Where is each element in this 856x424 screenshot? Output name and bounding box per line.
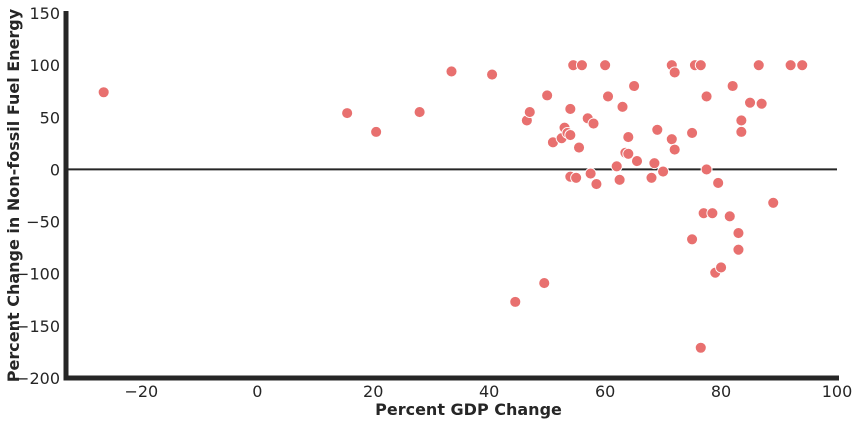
x-tick-label: −20 [124, 382, 158, 401]
x-tick-labels: −20 0 20 40 60 80 100 [124, 382, 852, 401]
y-tick-label: −50 [26, 213, 60, 232]
data-point [341, 107, 354, 120]
data-point [686, 233, 699, 246]
y-tick-label: −200 [16, 369, 60, 388]
data-point [645, 171, 658, 184]
data-point [570, 171, 583, 184]
data-point [590, 178, 603, 190]
data-point [370, 125, 383, 138]
data-point [767, 196, 780, 209]
data-point [610, 160, 623, 173]
data-point [573, 141, 585, 154]
data-point [575, 59, 588, 72]
data-point [622, 131, 635, 144]
data-point [700, 90, 713, 103]
data-point [445, 65, 458, 78]
data-point [602, 90, 614, 103]
y-tick-label: 50 [40, 108, 60, 127]
data-point [796, 59, 809, 72]
data-point [509, 295, 522, 308]
data-point [631, 155, 643, 168]
data-point [668, 66, 681, 79]
x-tick-label: 80 [711, 382, 731, 401]
data-point [726, 80, 739, 92]
data-point [599, 59, 612, 72]
data-point [413, 106, 426, 119]
data-point [755, 97, 768, 110]
data-point [523, 106, 536, 119]
data-point [564, 129, 577, 141]
y-tick-label: 150 [29, 4, 60, 23]
data-point [735, 114, 748, 127]
data-point [584, 167, 597, 180]
y-tick-label: −150 [16, 317, 60, 336]
data-point [657, 165, 670, 178]
x-tick-label: 60 [595, 382, 615, 401]
data-point [613, 173, 626, 186]
x-tick-label: 20 [363, 382, 383, 401]
data-point [564, 102, 577, 115]
data-point [538, 277, 551, 290]
data-point [723, 210, 736, 223]
y-tick-label: −100 [16, 265, 60, 284]
x-tick-label: 0 [252, 382, 262, 401]
y-tick-label: 0 [50, 160, 60, 179]
y-axis-title: Percent Change in Non-fossil Fuel Energy [4, 8, 23, 382]
data-point [587, 117, 600, 130]
data-point [732, 243, 745, 256]
data-point [486, 68, 499, 81]
data-point [541, 89, 554, 102]
data-point [715, 261, 728, 274]
y-tick-labels: −200 −150 −100 −50 0 50 100 150 [16, 4, 60, 388]
data-point [735, 125, 748, 138]
data-point [648, 157, 661, 170]
data-point [686, 126, 699, 139]
data-point [700, 163, 713, 176]
data-point [712, 177, 725, 189]
x-tick-label: 100 [822, 382, 853, 401]
data-point [668, 143, 681, 156]
data-points [97, 59, 809, 354]
data-point [97, 86, 110, 99]
data-point [784, 59, 797, 72]
data-point [706, 207, 719, 220]
data-point [744, 96, 756, 109]
data-point [665, 133, 678, 146]
x-axis-title: Percent GDP Change [375, 400, 562, 419]
data-point [622, 147, 635, 160]
data-point [628, 80, 641, 92]
data-point [651, 123, 664, 136]
y-tick-label: 100 [29, 56, 60, 75]
data-point [616, 100, 629, 113]
data-point [752, 59, 765, 72]
data-point [694, 59, 707, 72]
data-point [694, 341, 707, 354]
x-tick-label: 40 [479, 382, 499, 401]
data-point [732, 227, 745, 239]
